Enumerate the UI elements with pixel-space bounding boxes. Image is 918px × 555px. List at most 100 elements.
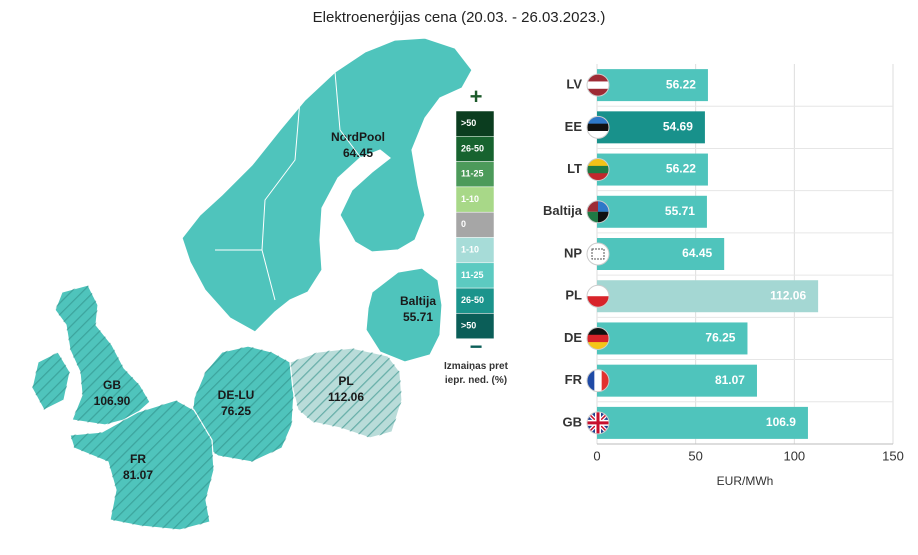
region-value: 106.90: [94, 394, 131, 408]
flag-stripe: [587, 334, 609, 343]
legend-caption: Izmaiņas pret iepr. ned. (%): [444, 361, 508, 386]
chart-title: Elektroenerģijas cena (20.03. - 26.03.20…: [313, 9, 606, 26]
y-tick-label: FR: [565, 372, 583, 387]
legend-swatch: [455, 287, 495, 314]
flag-stripe: [598, 200, 609, 212]
flag-ring: [586, 200, 610, 224]
map-region: [181, 37, 473, 333]
region-name: GB: [103, 378, 121, 392]
legend-label: >50: [461, 118, 476, 128]
flag-mark: [587, 411, 609, 434]
flag-stripe: [587, 327, 609, 336]
legend-label: 11-25: [461, 169, 484, 179]
region-hatch: [290, 348, 402, 438]
legend-swatch: [455, 211, 495, 238]
legend-label: 26-50: [461, 295, 484, 305]
flag-icon: [587, 411, 609, 434]
value-label: 64.45: [682, 246, 712, 260]
flag-icon: [587, 369, 609, 392]
flag-ring: [586, 326, 610, 350]
y-tick-label: EE: [565, 119, 583, 134]
region-hatch: [70, 400, 214, 530]
x-tick-label: 100: [783, 448, 805, 463]
region-name: NordPool: [331, 130, 385, 144]
flag-stripe: [587, 173, 609, 181]
flag-ring: [586, 284, 610, 308]
flag-stripe: [587, 116, 609, 124]
legend-label: 11-25: [461, 270, 484, 280]
bar: [597, 280, 819, 313]
y-tick-label: PL: [565, 288, 582, 303]
flag-icon: [587, 116, 609, 139]
flag-icon: [587, 243, 609, 265]
legend-swatch: [455, 136, 495, 162]
flag-stripe: [598, 211, 609, 223]
y-tick-label: GB: [563, 414, 583, 429]
flag-stripe: [587, 211, 598, 223]
flag-icon: [587, 327, 609, 350]
value-label: 56.22: [666, 162, 696, 176]
flag-ring: [586, 369, 610, 393]
region-name: PL: [338, 374, 353, 388]
flag-stripe: [587, 74, 609, 82]
x-tick-label: 150: [882, 448, 904, 463]
flag-stripe: [601, 369, 609, 392]
legend-label: >50: [461, 320, 476, 330]
legend-swatch: [455, 237, 495, 264]
region-value: 81.07: [123, 468, 153, 482]
region-name: Baltija: [400, 294, 436, 308]
flag-ring: [586, 158, 610, 182]
region-value: 76.25: [221, 404, 251, 418]
flag-stripe: [587, 88, 609, 97]
flag-ring: [586, 242, 610, 266]
bar: [597, 69, 708, 102]
bar: [597, 153, 708, 186]
y-tick-label: NP: [564, 245, 582, 260]
y-tick-label: LV: [566, 77, 582, 92]
flag-stripe: [587, 81, 609, 90]
region-value: 55.71: [403, 310, 433, 324]
map-region: [365, 267, 443, 363]
flag-ring: [586, 115, 610, 139]
flag-stripe: [587, 369, 595, 392]
flag-stripe: [587, 296, 609, 308]
flag-icon: [587, 74, 609, 97]
value-label: 112.06: [770, 288, 806, 302]
flag-stripe: [587, 165, 609, 174]
value-label: 76.25: [705, 331, 735, 345]
region-name: DE-LU: [218, 388, 255, 402]
flag-ring: [586, 73, 610, 97]
y-tick-label: LT: [567, 161, 582, 176]
legend-label: 26-50: [461, 143, 484, 153]
flag-stripe: [587, 342, 609, 350]
legend-swatch: [455, 186, 495, 213]
flag-icon: [587, 285, 609, 308]
region-hatch: [32, 285, 150, 425]
bar: [597, 406, 808, 439]
value-label: 55.71: [665, 204, 695, 218]
legend-swatch: [455, 313, 495, 339]
value-label: 106.9: [766, 415, 796, 429]
legend-bottom: −: [470, 334, 483, 359]
x-tick-label: 0: [593, 448, 600, 463]
legend-swatch: [455, 110, 495, 137]
legend-top: +: [470, 84, 483, 109]
value-label: 81.07: [715, 373, 745, 387]
flag-stripe: [594, 369, 602, 392]
y-tick-label: DE: [564, 330, 582, 345]
value-label: 56.22: [666, 77, 696, 91]
bar: [597, 364, 757, 397]
y-tick-label: Baltija: [543, 203, 583, 218]
flag-stripe: [587, 158, 609, 167]
flag-icon: [587, 158, 609, 181]
legend-swatch: [455, 161, 495, 188]
flag-stripe: [587, 131, 609, 139]
region-hatch: [192, 346, 294, 462]
bar: [597, 195, 707, 228]
flag-stripe: [587, 200, 598, 212]
x-axis-label: EUR/MWh: [717, 474, 774, 488]
legend-label: 1-10: [461, 194, 479, 204]
region-value: 64.45: [343, 146, 373, 160]
